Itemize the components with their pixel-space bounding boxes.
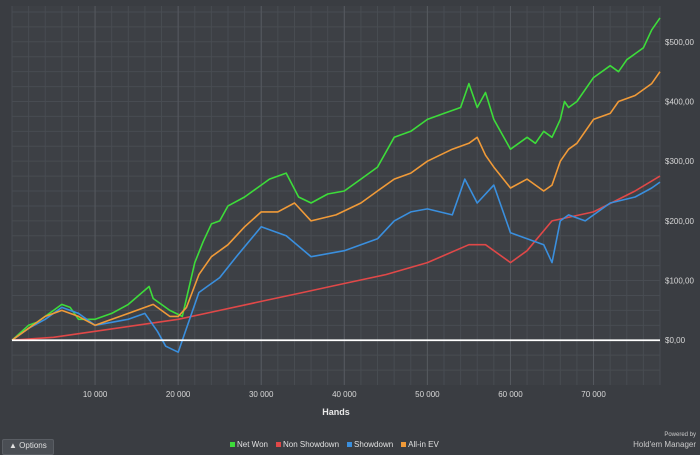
legend-item[interactable]: Showdown <box>347 440 393 449</box>
grid-lines <box>11 6 661 385</box>
legend-item[interactable]: All-in EV <box>401 440 439 449</box>
x-tick-label: 70 000 <box>581 390 606 399</box>
y-tick-label: $200,00 <box>665 217 694 226</box>
legend-label: All-in EV <box>408 440 439 449</box>
legend-item[interactable]: Non Showdown <box>275 440 340 449</box>
series-line-non-showdown <box>11 175 661 341</box>
legend: Net Won Non Showdown Showdown All-in EV <box>230 440 439 449</box>
legend-item[interactable]: Net Won <box>230 440 268 449</box>
legend-label: Showdown <box>354 440 394 449</box>
x-tick-label: 10 000 <box>83 390 108 399</box>
x-tick-label: 60 000 <box>498 390 523 399</box>
legend-swatch <box>230 442 235 447</box>
y-tick-label: $100,00 <box>665 277 694 286</box>
axis-ticks: 10 000 20 000 30 000 40 000 50 000 60 000 70 0… <box>83 38 695 399</box>
x-tick-label: 40 000 <box>332 390 357 399</box>
legend-label: Net Won <box>237 440 268 449</box>
series-line-showdown <box>11 178 661 353</box>
brand-powered-by: Powered by <box>664 432 696 438</box>
y-tick-label: $0,00 <box>665 336 686 345</box>
series-line-net-won <box>11 17 661 341</box>
y-tick-label: $300,00 <box>665 157 694 166</box>
legend-swatch <box>401 442 407 447</box>
brand-logo: Powered by Hold'em Manager <box>633 431 696 449</box>
y-tick-label: $400,00 <box>665 97 694 106</box>
y-tick-label: $500,00 <box>665 38 694 47</box>
x-tick-label: 30 000 <box>249 390 274 399</box>
series-group <box>11 17 661 353</box>
series-line-all-in-ev <box>11 71 661 341</box>
options-button[interactable]: ▲ Options <box>2 439 54 455</box>
x-axis-title: Hands <box>322 407 350 417</box>
legend-swatch <box>275 442 281 447</box>
legend-swatch <box>347 442 353 447</box>
x-tick-label: 50 000 <box>415 390 440 399</box>
plot-area <box>12 6 660 385</box>
legend-label: Non Showdown <box>282 440 340 449</box>
x-tick-label: 20 000 <box>166 390 191 399</box>
brand-name: Hold'em Manager <box>633 440 696 449</box>
